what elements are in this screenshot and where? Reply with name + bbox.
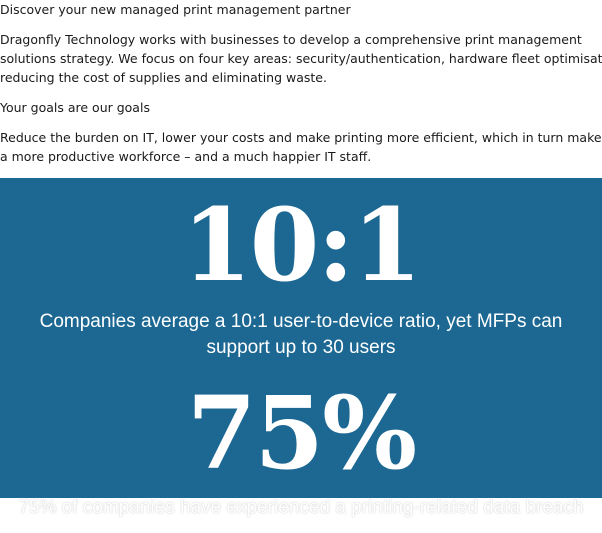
stat-caption-ratio: Companies average a 10:1 user-to-device … xyxy=(0,309,602,361)
intro-heading: Discover your new managed print manageme… xyxy=(0,2,351,17)
intro-paragraph-line: reducing the cost of supplies and elimin… xyxy=(0,70,327,85)
stat-caption-line: support up to 30 users xyxy=(206,337,396,358)
stat-caption-breach-text: 75% of companies have experienced a prin… xyxy=(18,497,584,518)
intro-paragraph-line: solutions strategy. We focus on four key… xyxy=(0,51,602,66)
stat-figure-percent: 75% xyxy=(186,374,417,492)
stats-panel: 10:1 Companies average a 10:1 user-to-de… xyxy=(0,178,602,498)
stat-figure-ratio: 10:1 xyxy=(182,186,422,304)
goals-paragraph: Reduce the burden on IT, lower your cost… xyxy=(0,128,602,166)
goals-paragraph-line: a more productive workforce – and a much… xyxy=(0,149,372,164)
intro-paragraph: Dragonfly Technology works with business… xyxy=(0,30,602,87)
goals-heading: Your goals are our goals xyxy=(0,100,150,115)
stat-caption-breach: 75% of companies have experienced a prin… xyxy=(0,493,602,533)
goals-paragraph-line: Reduce the burden on IT, lower your cost… xyxy=(0,130,602,145)
intro-paragraph-line: Dragonfly Technology works with business… xyxy=(0,32,582,47)
stat-caption-line: Companies average a 10:1 user-to-device … xyxy=(39,311,563,332)
